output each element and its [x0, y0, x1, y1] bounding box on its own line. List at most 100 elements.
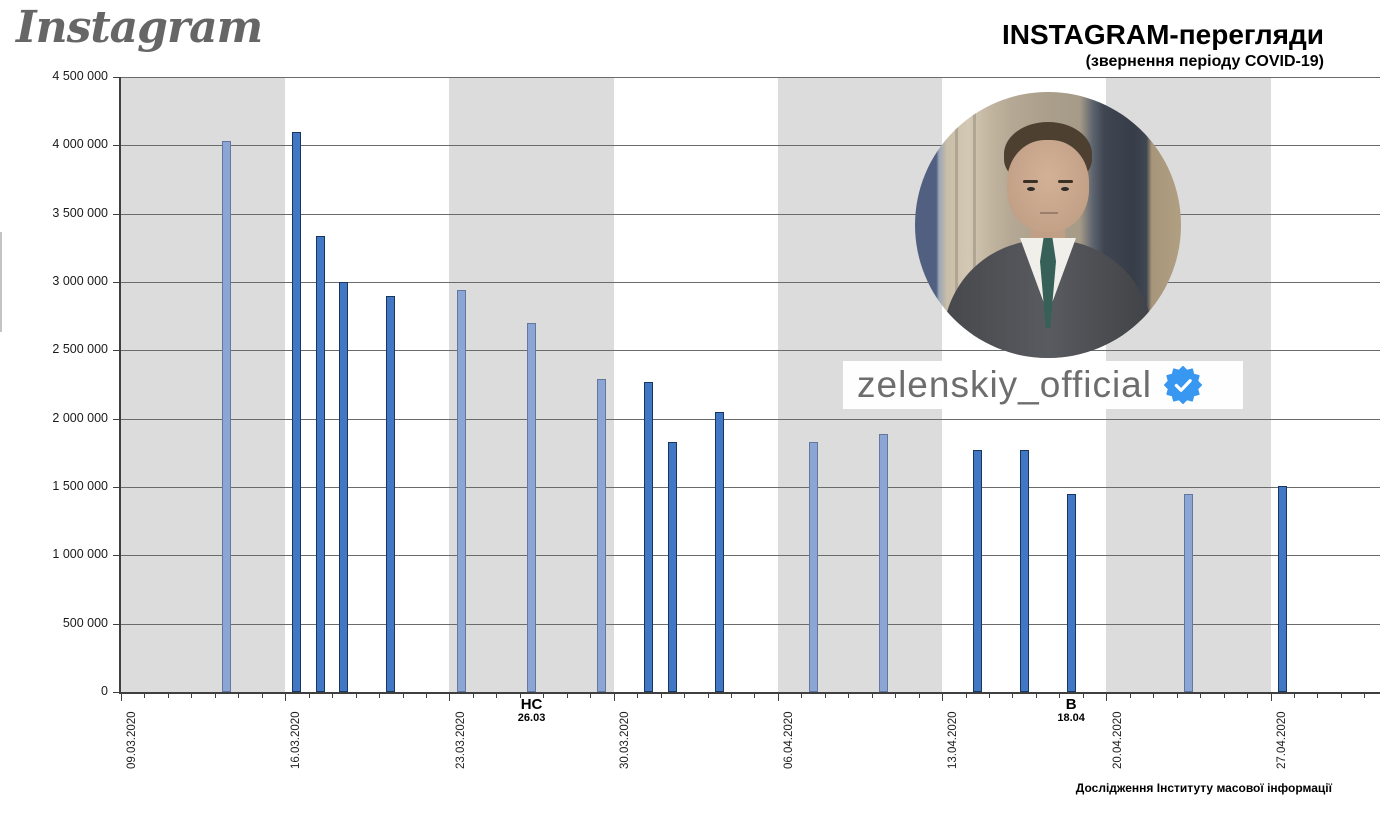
- bar-23.04: [1183, 493, 1193, 692]
- x-tick: [355, 694, 357, 698]
- credit-text: Дослідження Інституту масової інформації: [1075, 781, 1332, 795]
- x-axis-label: 23.03.2020: [454, 711, 467, 769]
- bar-17.03: [315, 235, 325, 692]
- x-tick: [402, 694, 404, 698]
- y-tick: [113, 418, 119, 420]
- x-tick: [1247, 694, 1249, 698]
- x-tick: [214, 694, 216, 698]
- y-axis-label: 0: [101, 684, 108, 698]
- x-tick: [238, 694, 240, 698]
- bar-16.03: [292, 131, 302, 692]
- y-axis-label: 2 500 000: [52, 342, 108, 357]
- bar-10.04: [878, 433, 888, 692]
- gridline: [115, 77, 1380, 78]
- x-tick: [707, 694, 709, 698]
- verified-badge-icon: [1163, 366, 1202, 404]
- page-subtitle: (звернення періоду COVID-19): [1085, 52, 1324, 70]
- bar-07.04: [808, 441, 818, 692]
- x-tick: [824, 694, 826, 698]
- x-tick: [684, 694, 686, 698]
- y-axis-label: 3 000 000: [52, 274, 108, 288]
- x-tick: [1106, 694, 1108, 701]
- instagram-logo: Instagram: [16, 2, 263, 53]
- x-tick: [1176, 694, 1178, 698]
- gridline: [115, 418, 1380, 420]
- y-tick: [113, 77, 119, 78]
- y-tick: [113, 213, 119, 215]
- x-tick: [777, 694, 779, 701]
- y-tick: [113, 282, 119, 283]
- x-tick: [379, 694, 381, 698]
- x-tick: [496, 694, 498, 698]
- x-tick: [285, 694, 287, 701]
- annotation-date: 18.04: [1057, 712, 1085, 724]
- x-tick: [121, 694, 122, 701]
- bar-18.04: [1066, 493, 1076, 692]
- y-axis-line: [119, 77, 121, 694]
- profile-photo: [915, 92, 1181, 358]
- x-tick: [1059, 694, 1061, 698]
- y-axis-label: 4 500 000: [52, 69, 108, 83]
- bar-29.03: [597, 379, 607, 692]
- x-tick: [543, 694, 545, 698]
- curtain-fold: [973, 92, 976, 358]
- x-tick: [308, 694, 310, 698]
- gridline: [115, 350, 1380, 352]
- y-axis-label: 1 500 000: [52, 479, 108, 493]
- x-tick: [730, 694, 732, 698]
- x-tick: [801, 694, 803, 698]
- x-axis-label: 13.04.2020: [947, 711, 960, 769]
- gridline: [115, 555, 1380, 557]
- annotation-label: В: [1065, 696, 1077, 713]
- annotation-label: НС: [520, 696, 543, 713]
- bar-23.03: [456, 290, 466, 692]
- title-block: INSTAGRAM-перегляди (звернення періоду C…: [1002, 19, 1324, 70]
- bar-01.04: [667, 441, 677, 692]
- x-tick: [1035, 694, 1037, 698]
- x-tick: [1294, 694, 1295, 698]
- x-tick: [754, 694, 756, 698]
- eyebrow: [1058, 180, 1073, 183]
- week-band: [121, 77, 286, 692]
- x-tick: [449, 694, 451, 701]
- x-tick: [918, 694, 920, 698]
- x-tick: [519, 694, 521, 698]
- x-tick: [590, 694, 592, 698]
- y-axis-label: 4 000 000: [52, 137, 108, 152]
- annotation-18.04: В 18.04: [1026, 697, 1116, 725]
- y-tick: [113, 487, 119, 488]
- username-text: zelenskiy_official: [857, 364, 1152, 405]
- gridline: [115, 145, 1380, 147]
- x-tick: [1364, 694, 1366, 698]
- bar-03.04: [714, 411, 724, 692]
- x-tick: [1317, 694, 1319, 698]
- username-plate: zelenskiy_official: [843, 361, 1243, 409]
- y-tick: [113, 692, 119, 693]
- mouth: [1040, 212, 1058, 214]
- y-axis-label: 500 000: [62, 615, 108, 630]
- y-tick: [113, 555, 119, 557]
- x-axis-label: 16.03.2020: [290, 711, 303, 769]
- eye: [1027, 187, 1035, 191]
- gridline: [115, 213, 1380, 215]
- bar-31.03: [644, 381, 654, 692]
- curtain-fold: [955, 92, 958, 358]
- bar-26.03: [527, 323, 537, 692]
- eyebrow: [1023, 180, 1038, 183]
- x-tick: [261, 694, 263, 698]
- face: [1007, 140, 1089, 232]
- x-tick: [848, 694, 850, 698]
- x-tick: [144, 694, 146, 698]
- x-tick: [1270, 694, 1272, 701]
- x-tick: [965, 694, 967, 698]
- x-tick: [566, 694, 568, 698]
- annotation-26.03: НС 26.03: [487, 697, 577, 725]
- x-tick: [871, 694, 873, 698]
- gridline: [115, 487, 1380, 488]
- gridline: [115, 282, 1380, 283]
- x-tick: [191, 694, 193, 698]
- x-axis-line: [119, 692, 1380, 694]
- y-axis-label: 2 000 000: [52, 410, 108, 425]
- x-tick: [1200, 694, 1202, 698]
- y-axis-label: 3 500 000: [52, 205, 108, 220]
